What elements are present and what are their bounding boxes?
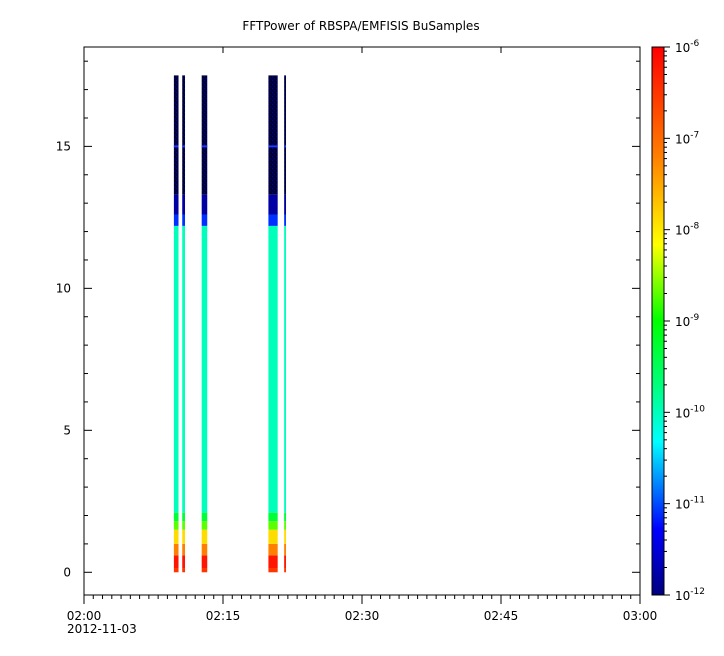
spectrogram-cell <box>284 521 287 530</box>
spectrogram-cell <box>268 194 278 215</box>
spectrogram-cell <box>284 555 287 569</box>
plot-frame <box>83 46 641 596</box>
spectrogram-cell <box>268 225 278 513</box>
spectrogram-cell <box>268 568 278 573</box>
y-tick-label: 5 <box>63 423 71 437</box>
colorbar-tick-label: 10-8 <box>675 222 700 238</box>
spectrogram-cell <box>201 521 208 530</box>
spectrogram-cell <box>284 512 287 522</box>
y-tick-label: 0 <box>63 565 71 579</box>
spectrogram-cell <box>173 543 179 556</box>
spectrogram-cell <box>173 225 179 513</box>
spectrogram-line-15 <box>182 145 186 148</box>
spectrogram-cell <box>268 529 278 544</box>
spectrogram-cell <box>268 555 278 569</box>
colorbar-tick-label: 10-10 <box>675 404 705 420</box>
x-axis: 02:00 02:15 02:30 02:45 03:00 <box>67 47 658 623</box>
x-tick-label: 02:00 <box>67 609 102 623</box>
colorbar-tick-label: 10-11 <box>675 496 705 512</box>
spectrogram-cell <box>284 529 287 544</box>
x-date-label: 2012-11-03 <box>67 622 137 636</box>
spectrogram-cell <box>173 555 179 569</box>
spectrogram-cell <box>182 214 186 226</box>
spectrogram-cell <box>284 194 287 215</box>
spectrogram-cell <box>201 512 208 522</box>
colorbar <box>651 46 665 596</box>
x-tick-label: 02:45 <box>484 609 519 623</box>
spectrogram-cell <box>182 529 186 544</box>
spectrogram-line-15 <box>201 145 208 148</box>
spectrogram-cell <box>201 529 208 544</box>
spectrogram-cell <box>201 75 208 195</box>
spectrogram-cell <box>182 521 186 530</box>
spectrogram-cell <box>268 521 278 530</box>
spectrogram-line-15 <box>284 145 287 148</box>
spectrogram-cell <box>268 75 278 195</box>
x-tick-label: 02:30 <box>345 609 380 623</box>
colorbar-axis: 10-12 10-11 10-10 10-9 10-8 10-7 10-6 <box>664 39 705 603</box>
spectrogram-line-15 <box>173 145 179 148</box>
y-tick-label: 10 <box>56 281 71 295</box>
spectrogram-cell <box>173 568 179 573</box>
y-axis: 0 5 10 15 <box>56 60 640 579</box>
spectrogram-cell <box>182 543 186 556</box>
spectrogram-cell <box>173 214 179 226</box>
spectrogram-cell <box>201 214 208 226</box>
spectrogram-cell <box>201 225 208 513</box>
spectrogram-cell <box>182 512 186 522</box>
spectrogram-cell <box>201 194 208 215</box>
y-tick-label: 15 <box>56 139 71 153</box>
colorbar-tick-label: 10-12 <box>675 587 705 603</box>
x-tick-label: 02:15 <box>206 609 241 623</box>
colorbar-tick-label: 10-7 <box>675 130 699 146</box>
spectrogram-cell <box>201 555 208 569</box>
spectrogram-cell <box>173 194 179 215</box>
spectrogram-cell <box>284 214 287 226</box>
spectrogram-cell <box>182 555 186 569</box>
spectrogram-cell <box>268 543 278 556</box>
spectrogram-cell <box>173 512 179 522</box>
colorbar-tick-label: 10-6 <box>675 39 700 55</box>
data-blocks <box>173 75 287 573</box>
spectrogram-cell <box>173 529 179 544</box>
spectrogram-cell <box>182 225 186 513</box>
spectrogram-cell <box>268 512 278 522</box>
spectrogram-cell <box>182 568 186 573</box>
spectrogram-cell <box>201 568 208 573</box>
x-tick-label: 03:00 <box>623 609 658 623</box>
spectrogram-cell <box>268 214 278 226</box>
spectrogram-cell <box>284 225 287 513</box>
spectrogram-cell <box>284 75 287 195</box>
spectrogram-cell <box>201 543 208 556</box>
spectrogram-cell <box>284 543 287 556</box>
spectrogram-cell <box>173 521 179 530</box>
spectrogram-cell <box>182 75 186 195</box>
colorbar-tick-label: 10-9 <box>675 313 700 329</box>
spectrogram-cell <box>182 194 186 215</box>
spectrogram-cell <box>173 75 179 195</box>
spectrogram-line-15 <box>268 145 278 148</box>
chart-title: FFTPower of RBSPA/EMFISIS BuSamples <box>242 19 479 33</box>
spectrogram-cell <box>284 568 287 573</box>
